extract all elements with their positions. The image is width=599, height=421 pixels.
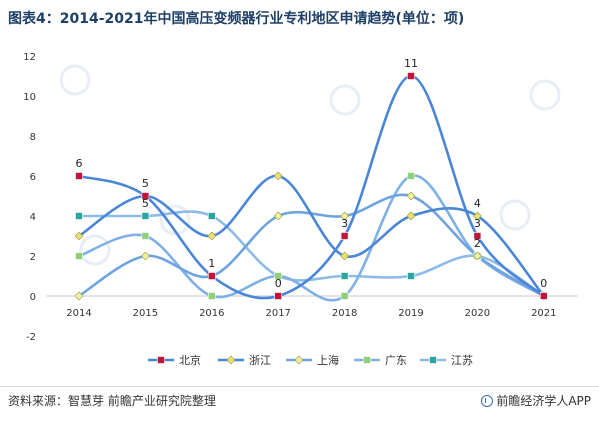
y-tick-label: 2 [30,252,36,263]
data-point-0-1 [141,192,150,200]
legend-marker-3 [363,356,371,364]
data-point-4-5 [407,272,415,280]
brand-logo-icon [481,395,494,407]
data-label: 1 [208,257,215,270]
x-tick-label: 2016 [199,308,224,319]
data-point-0-0 [75,172,83,180]
legend-marker-4 [429,356,437,364]
legend-label-1: 浙江 [249,354,271,367]
data-label: 0 [275,277,282,290]
data-point-2-1 [140,251,150,261]
y-tick-label: 10 [23,92,36,103]
legend-label-2: 上海 [317,353,339,367]
watermark-logo-icon [59,64,91,96]
y-tick-label: 4 [30,212,36,223]
data-point-4-2 [208,212,216,220]
data-point-0-4 [340,232,349,240]
y-tick-label: 6 [30,172,36,183]
y-axis-ticks: -2 0 2 4 6 8 10 12 [23,52,36,343]
data-label: 2 [474,237,481,250]
brand-credit: 前瞻经济学人APP [481,392,591,409]
data-point-3-5 [407,172,415,180]
x-tick-label: 2021 [531,308,556,319]
legend-label-0: 北京 [179,353,201,367]
series-line-0 [77,74,546,300]
series-line-3 [77,174,546,302]
watermark-logo-icon [159,204,191,236]
data-label: 3 [474,217,481,230]
data-point-1-6 [472,211,482,221]
data-label: 0 [540,277,547,290]
x-tick-label: 2014 [66,308,91,319]
data-label: 11 [404,57,418,70]
chart-title: 图表4：2014-2021年中国高压变频器行业专利地区申请趋势(单位：项) [8,11,465,27]
watermark-logo-icon [529,79,561,111]
data-point-2-5 [406,191,416,201]
data-point-3-4 [340,292,349,300]
watermark-logo-icon [329,84,361,116]
data-label: 6 [76,157,83,170]
x-tick-label: 2019 [398,308,423,319]
data-point-1-2 [207,231,217,241]
watermark-logo-icon [79,234,111,266]
data-point-2-4 [340,211,350,221]
data-point-2-6 [472,251,482,261]
data-point-1-3 [273,171,283,181]
brand-text: 前瞻经济学人APP [496,394,591,408]
data-point-3-2 [208,292,216,300]
x-tick-label: 2015 [133,308,158,319]
y-tick-label: 0 [30,292,36,303]
data-label: 5 [142,197,149,210]
data-point-1-4 [340,251,350,261]
data-point-3-1 [141,232,150,240]
data-labels: 6 5 1 0 3 11 3 0 5 4 2 [76,57,548,290]
x-tick-label: 2020 [465,308,490,319]
x-tick-label: 2018 [332,308,357,319]
data-point-0-5 [407,72,415,80]
data-point-4-4 [340,272,349,280]
x-axis: 2014 2015 2016 2017 2018 2019 2020 2021 [46,295,578,319]
data-point-2-3 [273,211,283,221]
series-markers [74,72,549,301]
x-tick-label: 2017 [265,308,290,319]
legend-marker-0 [157,356,165,364]
data-point-3-3 [274,272,283,280]
data-point-0-2 [208,272,216,280]
data-point-0-7 [539,292,548,300]
watermark-logo-icon [499,199,531,231]
data-label: 4 [474,197,481,210]
y-tick-label: 8 [30,132,36,143]
legend-marker-1 [226,355,236,365]
data-point-1-0 [74,231,84,241]
legend-label-3: 广东 [385,354,407,367]
data-label: 5 [142,177,149,190]
legend-marker-2 [294,355,304,365]
footer-divider [0,386,599,387]
data-point-0-3 [274,292,283,300]
watermark-layer [59,64,561,266]
y-tick-label: 12 [23,52,36,63]
data-label: 3 [341,217,348,230]
data-point-4-1 [141,212,150,220]
data-point-0-6 [473,232,482,240]
data-point-2-0 [74,291,84,301]
chart-legend: 北京 浙江 上海 广东 江苏 [148,353,473,367]
source-note: 资料来源：智慧芽 前瞻产业研究院整理 [8,394,216,408]
legend-label-4: 江苏 [451,354,473,367]
series-lines [77,74,546,302]
data-point-1-5 [406,211,416,221]
data-point-3-0 [75,252,83,260]
series-line-2 [77,193,546,298]
y-tick-label: -2 [26,332,36,343]
data-point-4-0 [75,212,83,220]
